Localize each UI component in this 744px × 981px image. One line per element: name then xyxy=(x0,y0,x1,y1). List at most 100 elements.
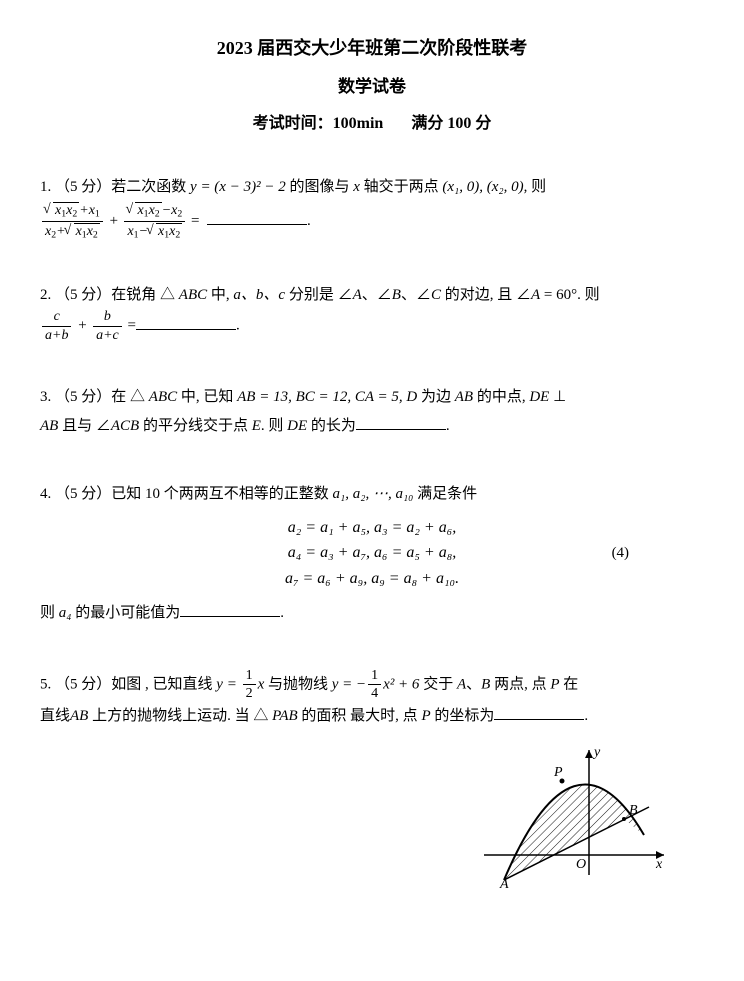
q5-text-1: 如图 , 已知直线 xyxy=(111,676,216,692)
q3-AB: AB xyxy=(455,389,473,405)
q5-points: （5 分） xyxy=(55,676,111,692)
q1-blank xyxy=(207,209,307,225)
q4-text-1: 已知 10 个两两互不相等的正整数 xyxy=(111,486,332,502)
q5-number: 5. xyxy=(40,676,55,692)
q3-period: . xyxy=(446,418,450,434)
q5-AB: AB xyxy=(70,708,88,724)
q3-number: 3. xyxy=(40,389,55,405)
q5-label-O: O xyxy=(576,857,586,872)
q5-P2: P xyxy=(421,708,430,724)
question-1: 1. （5 分）若二次函数 y = (x − 3)² − 2 的图像与 x 轴交… xyxy=(40,173,704,241)
q2-C: C xyxy=(431,287,441,303)
q4-ans-pre: 则 xyxy=(40,605,59,621)
exam-info: 考试时间：100min 满分 100 分 xyxy=(40,109,704,133)
q4-blank xyxy=(180,601,280,617)
q2-sep2: 、∠ xyxy=(401,287,431,303)
title-block: 2023 届西交大少年班第二次阶段性联考 数学试卷 考试时间：100min 满分 … xyxy=(40,34,704,133)
q1-text-2: 的图像与 xyxy=(286,179,354,195)
q3-perp: ⊥ xyxy=(549,389,566,405)
q5-text-2: 与抛物线 xyxy=(264,676,332,692)
q5-A: A xyxy=(457,676,466,692)
q4-eq-1: a₂ = a₁ + a₅, a₃ = a₂ + a₆, xyxy=(285,515,459,541)
question-2: 2. （5 分）在锐角 △ ABC 中, a、b、c 分别是 ∠A、∠B、∠C … xyxy=(40,281,704,343)
q3-l2c: . 则 xyxy=(261,418,287,434)
q3-vals: AB = 13, BC = 12, CA = 5, D xyxy=(237,389,417,405)
q2-equals: = xyxy=(128,318,136,334)
q3-blank xyxy=(356,414,446,430)
q2-frac-2: ba+c xyxy=(93,309,122,343)
q5-B: B xyxy=(481,676,490,692)
q5-blank xyxy=(494,704,584,720)
q4-ans-mid: 的最小可能值为 xyxy=(71,605,180,621)
q1-text-4: , 则 xyxy=(524,179,547,195)
q1-text-3: 轴交于两点 xyxy=(360,179,443,195)
q5-label-P: P xyxy=(553,765,563,780)
q2-eq60: = 60°. 则 xyxy=(540,287,599,303)
q4-points: （5 分） xyxy=(55,486,111,502)
q1-frac-2: x1x2−x2 x1−x1x2 xyxy=(124,202,185,241)
q3-E: E xyxy=(252,418,261,434)
q3-text-4: 的中点, xyxy=(473,389,529,405)
q3-ABC: ABC xyxy=(149,389,177,405)
q4-text-2: 满足条件 xyxy=(413,486,477,502)
q3-l2a: 且与 ∠ xyxy=(58,418,111,434)
q4-eq-2: a₄ = a₃ + a₇, a₆ = a₅ + a₈, xyxy=(285,540,459,566)
q5-l2c: 的面积 最大时, 点 xyxy=(298,708,422,724)
q2-text-1: 在锐角 △ xyxy=(111,287,179,303)
q5-l2b: 上方的抛物线上运动. 当 △ xyxy=(88,708,272,724)
q4-seq: a₁, a₂, ⋯, a₁₀ xyxy=(333,486,414,502)
q1-plus: + xyxy=(109,213,123,229)
q5-quarter: 14 xyxy=(368,668,381,702)
q5-P: P xyxy=(550,676,559,692)
q5-para-mid: x² + 6 xyxy=(383,676,419,692)
q5-period: . xyxy=(584,708,588,724)
question-4: 4. （5 分）已知 10 个两两互不相等的正整数 a₁, a₂, ⋯, a₁₀… xyxy=(40,480,704,628)
q5-para-pre: y = − xyxy=(332,676,366,692)
q5-line-eq-pre: y = xyxy=(216,676,240,692)
q2-text-2: 中, xyxy=(207,287,233,303)
q2-sep1: 、∠ xyxy=(362,287,392,303)
q3-DE: DE xyxy=(529,389,549,405)
q4-eq-number: (4) xyxy=(612,539,630,568)
q2-plus: + xyxy=(77,318,91,334)
q5-half: 12 xyxy=(243,668,256,702)
q2-number: 2. xyxy=(40,287,55,303)
q3-text-3: 为边 xyxy=(417,389,455,405)
q4-equation-block: a₂ = a₁ + a₅, a₃ = a₂ + a₆, a₄ = a₃ + a₇… xyxy=(40,515,704,594)
q4-eq-3: a₇ = a₆ + a₉, a₉ = a₈ + a₁₀. xyxy=(285,566,459,592)
q3-ACB: ACB xyxy=(111,418,139,434)
q2-abc: a、b、c xyxy=(233,287,285,303)
q2-A2: A xyxy=(531,287,540,303)
q4-a4: a₄ xyxy=(59,605,72,621)
q2-frac-1: ca+b xyxy=(42,309,71,343)
main-title: 2023 届西交大少年班第二次阶段性联考 xyxy=(40,34,704,60)
time-value: 100min xyxy=(333,115,384,132)
q3-text-1: 在 △ xyxy=(111,389,149,405)
q5-text-4: 两点, 点 xyxy=(490,676,550,692)
q5-l2a: 直线 xyxy=(40,708,70,724)
q2-A: A xyxy=(353,287,362,303)
full-score: 满分 100 分 xyxy=(411,115,491,132)
q2-blank xyxy=(136,314,236,330)
q3-DE2: DE xyxy=(287,418,307,434)
q5-text-3: 交于 xyxy=(419,676,457,692)
q2-B: B xyxy=(392,287,401,303)
q5-label-B: B xyxy=(629,803,638,818)
q5-figure: A B P O x y xyxy=(40,740,704,901)
q1-period: . xyxy=(307,213,311,229)
q1-func: y = (x − 3)² − 2 xyxy=(190,179,286,195)
q3-text-2: 中, 已知 xyxy=(177,389,237,405)
sub-title: 数学试卷 xyxy=(40,72,704,97)
time-label: 考试时间： xyxy=(253,115,333,132)
q1-number: 1. xyxy=(40,179,55,195)
q4-period: . xyxy=(280,605,284,621)
q2-points: （5 分） xyxy=(55,287,111,303)
q1-frac-1: x1x2+x1 x2+x1x2 xyxy=(42,202,103,241)
question-3: 3. （5 分）在 △ ABC 中, 已知 AB = 13, BC = 12, … xyxy=(40,383,704,440)
q5-label-x: x xyxy=(655,857,663,872)
q2-ABC: ABC xyxy=(179,287,207,303)
q1-text-1: 若二次函数 xyxy=(111,179,190,195)
q2-text-3: 分别是 ∠ xyxy=(285,287,353,303)
q3-points: （5 分） xyxy=(55,389,111,405)
q4-number: 4. xyxy=(40,486,55,502)
